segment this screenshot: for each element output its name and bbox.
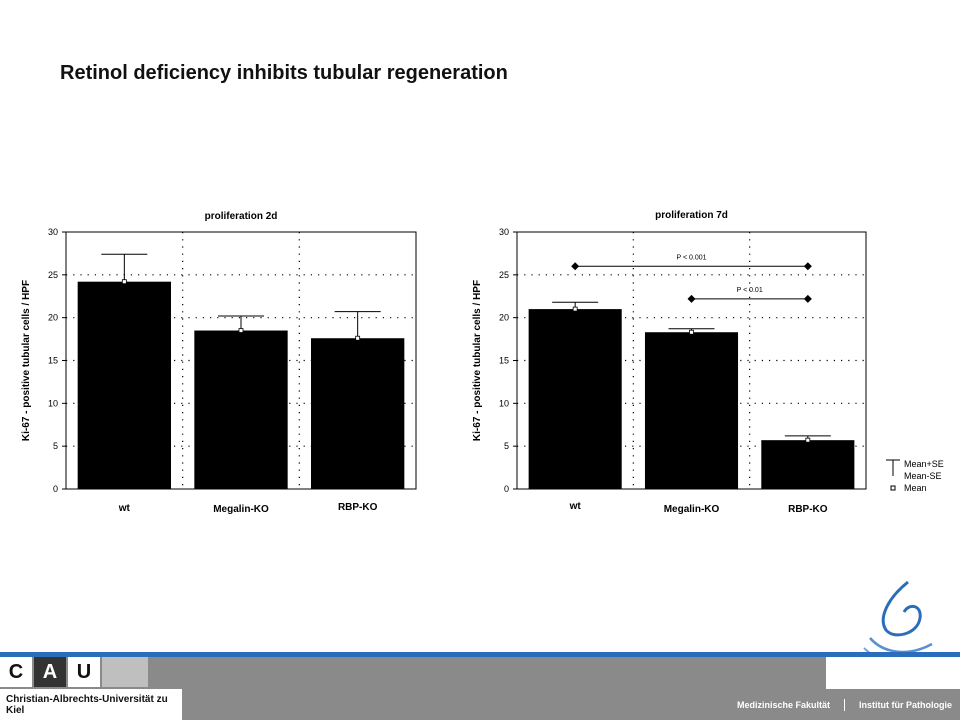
bar <box>528 309 622 489</box>
y-tick-label: 5 <box>504 441 509 451</box>
y-tick-label: 25 <box>48 270 58 280</box>
mean-marker <box>121 279 127 285</box>
faculty-name: Medizinische Fakultät <box>736 700 830 710</box>
footer-accent-bar <box>0 652 960 657</box>
mean-marker <box>238 328 244 333</box>
y-tick-label: 0 <box>504 484 509 494</box>
mean-marker <box>805 437 811 443</box>
mean-marker <box>572 306 578 312</box>
cau-letter: A <box>34 657 68 687</box>
mean-marker <box>355 335 361 341</box>
significance-label: P < 0.001 <box>676 254 706 261</box>
bar <box>644 332 739 489</box>
y-tick-label: 0 <box>53 484 58 494</box>
category-label: wt <box>118 503 131 514</box>
bar <box>761 440 855 489</box>
y-tick-label: 15 <box>499 356 509 366</box>
cau-logo: C A U <box>0 657 150 687</box>
y-tick-label: 5 <box>53 441 58 451</box>
mean-marker <box>689 329 694 335</box>
y-tick-label: 10 <box>48 398 58 408</box>
y-axis-label: Ki-67 - positive tubular cells / HPF <box>472 280 483 441</box>
chart-title: proliferation 7d <box>655 210 728 221</box>
significance-marker <box>803 262 812 271</box>
y-tick-label: 20 <box>499 313 509 323</box>
bar <box>311 338 405 489</box>
university-name: Christian-Albrechts-Universität zu Kiel <box>0 689 182 720</box>
legend-item-mean: Mean <box>882 482 958 494</box>
y-tick-label: 30 <box>48 227 58 237</box>
legend-item-mean-se-upper: Mean+SE <box>882 458 958 470</box>
footer-institution: Medizinische Fakultät Institut für Patho… <box>736 699 952 711</box>
error-bar-icon <box>882 458 904 470</box>
significance-marker <box>687 294 696 303</box>
significance-marker <box>571 262 580 271</box>
footer-white-block <box>826 657 960 689</box>
square-marker-icon <box>882 482 904 494</box>
category-label: Megalin-KO <box>213 504 269 515</box>
slide-title: Retinol deficiency inhibits tubular rege… <box>60 62 508 84</box>
significance-label: P < 0.01 <box>737 287 763 294</box>
institute-name: Institut für Pathologie <box>859 700 952 710</box>
cau-logo-spacer <box>102 657 150 687</box>
legend-item-mean-se-lower: Mean-SE <box>882 470 958 482</box>
footer-divider <box>844 699 845 711</box>
y-tick-label: 10 <box>499 398 509 408</box>
y-tick-label: 25 <box>499 270 509 280</box>
y-axis-label: Ki-67 - positive tubular cells / HPF <box>21 280 32 441</box>
chart-legend: Mean+SE Mean-SE Mean <box>882 458 958 494</box>
legend-label: Mean-SE <box>904 471 942 481</box>
charts-canvas: wt Megalin-KO RBP-KO 0 5 10 15 20 25 30 proliferat… <box>21 210 867 515</box>
cau-letter: U <box>68 657 102 687</box>
y-tick-label: 15 <box>48 356 58 366</box>
cau-letter: C <box>0 657 34 687</box>
significance-marker <box>803 294 812 303</box>
category-label: RBP-KO <box>338 502 378 513</box>
category-label: Megalin-KO <box>664 504 720 515</box>
y-tick-label: 30 <box>499 227 509 237</box>
chart-title: proliferation 2d <box>205 211 278 222</box>
bar <box>77 281 171 489</box>
legend-label: Mean <box>904 483 927 493</box>
category-label: RBP-KO <box>788 504 828 515</box>
legend-label: Mean+SE <box>904 459 944 469</box>
category-label: wt <box>569 501 582 512</box>
bar <box>194 330 288 489</box>
y-tick-label: 20 <box>48 313 58 323</box>
